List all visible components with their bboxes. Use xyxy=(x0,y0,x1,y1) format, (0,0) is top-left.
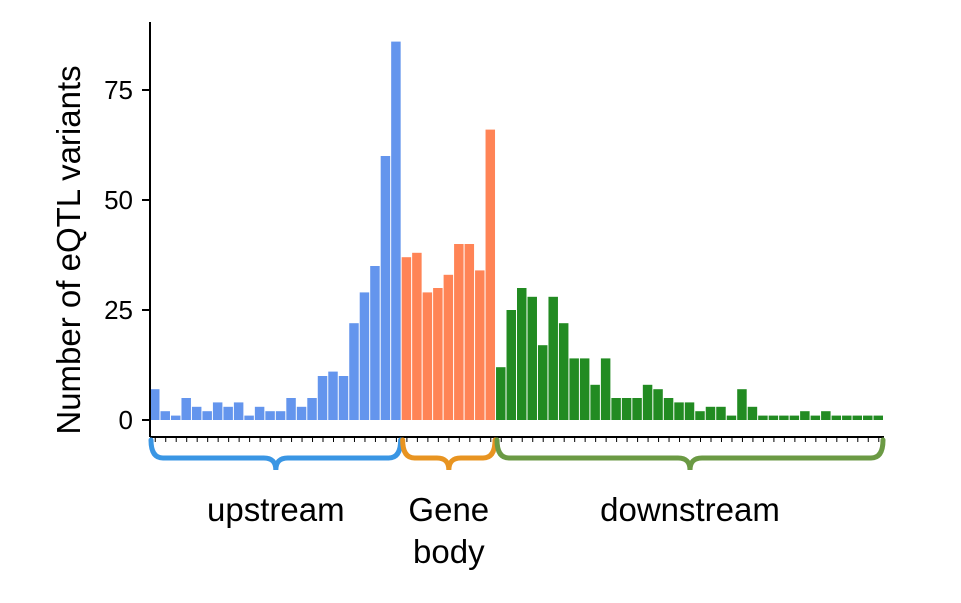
bar-3-8 xyxy=(569,358,579,420)
bar-1-19 xyxy=(338,376,349,420)
bar-3-25 xyxy=(747,406,758,420)
bar-3-14 xyxy=(632,398,642,420)
bar-3-5 xyxy=(537,345,548,420)
bar-1-17 xyxy=(317,376,328,420)
bar-3-16 xyxy=(653,389,663,420)
bar-3-15 xyxy=(642,384,653,420)
bar-3-35 xyxy=(852,415,863,420)
bar-3-21 xyxy=(705,406,716,420)
region-brace xyxy=(148,437,404,471)
bar-3-29 xyxy=(789,415,800,420)
y-tick-label: 0 xyxy=(119,405,133,435)
bar-1-7 xyxy=(212,402,223,420)
bar-1-22 xyxy=(370,266,380,420)
bar-2-2 xyxy=(412,252,422,420)
bar-3-33 xyxy=(831,415,842,420)
bar-3-3 xyxy=(517,288,527,420)
x-axis xyxy=(150,436,884,442)
bar-3-27 xyxy=(768,415,779,420)
bar-3-12 xyxy=(611,398,621,420)
bar-1-23 xyxy=(380,156,391,420)
bar-3-37 xyxy=(873,415,883,420)
y-tick-label: 25 xyxy=(104,295,133,325)
bar-3-31 xyxy=(810,415,821,420)
bar-3-1 xyxy=(496,367,506,420)
bar-1-4 xyxy=(181,398,191,420)
bar-1-6 xyxy=(202,411,212,420)
bar-3-19 xyxy=(684,402,695,420)
bar-1-8 xyxy=(223,406,233,420)
bar-3-6 xyxy=(548,296,558,420)
bar-1-2 xyxy=(160,411,170,420)
bar-1-14 xyxy=(286,398,296,420)
bar-1-1 xyxy=(150,389,160,420)
bar-3-11 xyxy=(600,358,611,420)
bar-3-2 xyxy=(506,310,516,420)
bar-1-11 xyxy=(254,406,265,420)
bar-3-4 xyxy=(527,296,537,420)
bar-3-28 xyxy=(779,415,789,420)
bar-3-23 xyxy=(726,415,737,420)
bar-1-24 xyxy=(391,41,401,420)
bar-1-16 xyxy=(307,398,317,420)
bar-1-15 xyxy=(296,406,307,420)
bar-3-9 xyxy=(579,358,590,420)
bar-1-3 xyxy=(170,415,181,420)
bar-1-5 xyxy=(191,406,202,420)
bar-3-7 xyxy=(558,323,569,420)
region-label: Gene xyxy=(408,491,489,528)
region-label: downstream xyxy=(600,491,780,528)
bar-3-30 xyxy=(800,411,810,420)
y-axis: 0 25 50 75 xyxy=(104,22,151,437)
bar-3-20 xyxy=(695,411,705,420)
region-label: body xyxy=(413,533,485,570)
bar-3-13 xyxy=(621,398,632,420)
bar-3-17 xyxy=(663,398,674,420)
bar-3-36 xyxy=(863,415,873,420)
bar-2-3 xyxy=(422,292,433,420)
bar-1-9 xyxy=(233,402,244,420)
bar-1-13 xyxy=(275,411,286,420)
bar-2-5 xyxy=(443,274,454,420)
bar-2-9 xyxy=(485,129,496,420)
bar-1-21 xyxy=(359,292,370,420)
bar-3-22 xyxy=(716,406,726,420)
region-brace xyxy=(494,437,886,471)
bar-1-10 xyxy=(244,415,254,420)
bar-3-26 xyxy=(758,415,768,420)
region-label: upstream xyxy=(207,491,345,528)
bar-1-18 xyxy=(328,371,338,420)
y-axis-title: Number of eQTL variants xyxy=(50,65,87,434)
bar-3-18 xyxy=(674,402,684,420)
bar-3-32 xyxy=(821,411,831,420)
y-tick-label: 75 xyxy=(104,75,133,105)
bar-1-20 xyxy=(349,323,359,420)
y-tick-label: 50 xyxy=(104,185,133,215)
bar-2-1 xyxy=(401,257,412,420)
bar-2-7 xyxy=(464,244,475,420)
bar-1-12 xyxy=(265,411,275,420)
bar-2-4 xyxy=(433,288,443,420)
bar-3-10 xyxy=(590,384,600,420)
bar-3-34 xyxy=(842,415,852,420)
region-annotations: upstream Gene body downstream xyxy=(148,437,886,570)
region-brace xyxy=(400,437,498,471)
bar-2-8 xyxy=(475,270,485,420)
bar-2-6 xyxy=(454,244,464,420)
bars-group xyxy=(150,41,883,420)
bar-3-24 xyxy=(737,389,747,420)
